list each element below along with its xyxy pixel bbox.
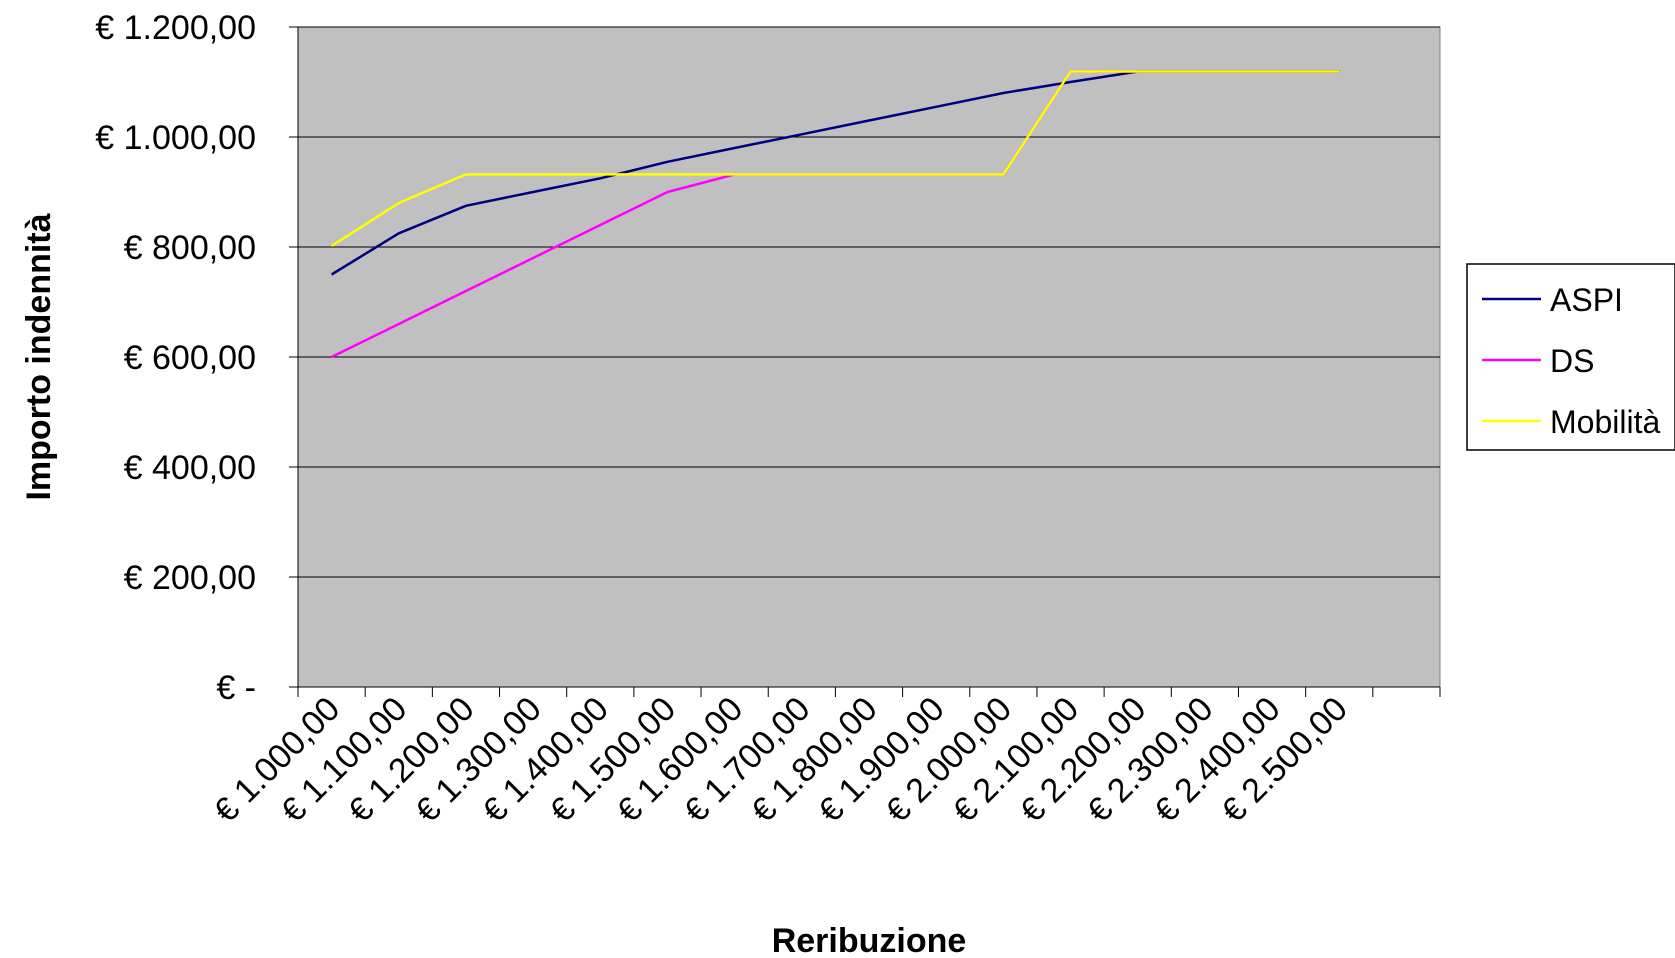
legend-label-0: ASPI <box>1550 282 1623 318</box>
x-tick-labels: € 1.000,00€ 1.100,00€ 1.200,00€ 1.300,00… <box>207 690 1355 831</box>
axes <box>289 26 1441 697</box>
legend-box <box>1466 263 1675 451</box>
legend: ASPI DS Mobilità <box>1466 263 1675 451</box>
series-lines <box>330 70 1340 359</box>
y-tick-label-6: € 1.200,00 <box>95 9 256 47</box>
y-tick-label-1: € 200,00 <box>124 559 256 597</box>
x-axis-title: Reribuzione <box>772 922 967 958</box>
y-tick-label-5: € 1.000,00 <box>95 119 256 157</box>
y-tick-label-4: € 800,00 <box>124 229 256 267</box>
series-line-mobilit- <box>330 70 1340 247</box>
y-axis-title: Importo indennità <box>20 213 58 500</box>
legend-label-2: Mobilità <box>1550 404 1660 440</box>
y-tick-label-0: € - <box>216 669 256 707</box>
y-tick-label-3: € 600,00 <box>124 339 256 377</box>
y-tick-label-2: € 400,00 <box>124 449 256 487</box>
y-tick-labels: € - € 200,00 € 400,00 € 600,00 € 800,00 € 1.0… <box>95 9 256 707</box>
gridlines <box>298 26 1440 578</box>
legend-label-1: DS <box>1550 343 1594 379</box>
